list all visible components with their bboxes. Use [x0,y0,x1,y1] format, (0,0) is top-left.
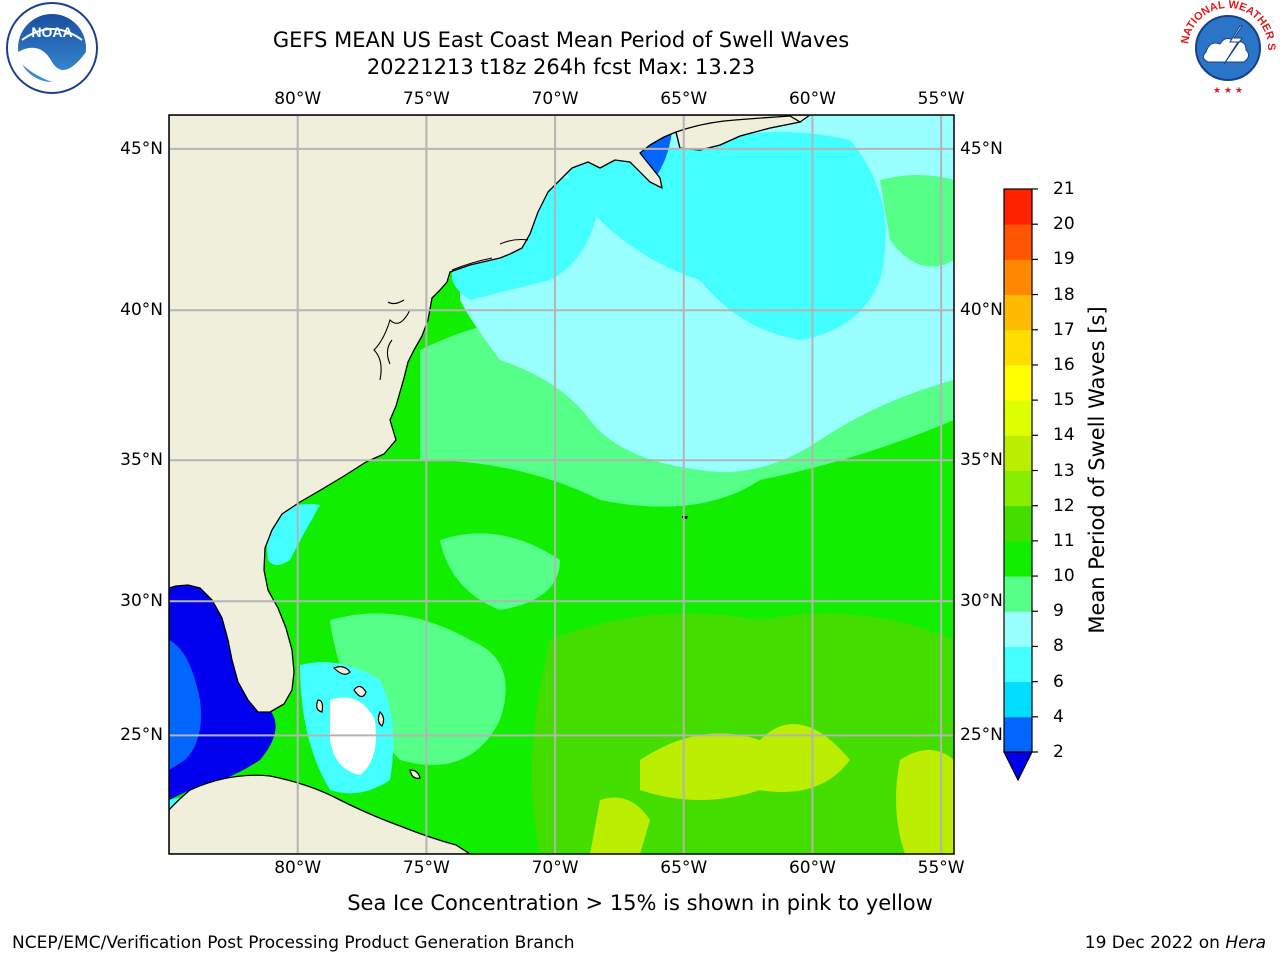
lat-tick-label-left: 40°N [120,300,163,321]
colorbar-tick-label: 8 [1053,636,1064,657]
colorbar-segment [1004,646,1032,683]
lat-tick-label-right: 40°N [960,300,1003,321]
colorbar-tick-label: 11 [1053,530,1075,551]
map-area [169,115,954,854]
footer-credit: NCEP/EMC/Verification Post Processing Pr… [12,933,575,953]
lat-tick-label-right: 30°N [960,591,1003,612]
colorbar-segment [1004,716,1032,753]
colorbar-segment [1004,681,1032,718]
colorbar-tick-label: 20 [1053,214,1075,235]
colorbar-segment [1004,540,1032,577]
lon-tick-label-top: 60°W [788,89,836,109]
lat-tick-label-left: 25°N [120,725,163,746]
land-bahamas-1 [332,666,351,675]
colorbar-tick-label: 21 [1053,179,1075,199]
map-frame [168,114,955,855]
plot-title: GEFS MEAN US East Coast Mean Period of S… [272,28,850,52]
colorbar-tick-label: 2 [1053,742,1064,762]
sea-ice-note-text: Sea Ice Concentration > 15% is shown in … [347,891,933,915]
lon-tick-label-top: 80°W [274,89,322,109]
nws-ring-text: NATIONAL WEATHER SERVICE [0,0,1277,51]
land-nova-scotia [675,115,802,151]
colorbar-segment [1004,470,1032,507]
lon-tick-label-top: 75°W [402,89,450,109]
footer-date: 19 Dec 2022 on Hera [1085,933,1266,953]
colorbar-tick-label: 19 [1053,249,1075,270]
colorbar-segment [1004,224,1032,260]
field-blue-gulf-of-mexico [169,585,276,800]
field-cyan-northeast [560,132,886,340]
field-mid-green-central [440,533,560,610]
colorbar-tick-label: 10 [1053,566,1075,587]
colorbar-tick-label: 14 [1053,425,1075,446]
colorbar-segment [1004,435,1032,471]
colorbar-segment [1004,259,1032,296]
colorbar-segment [1004,576,1032,612]
lon-tick-label-bottom: 65°W [660,858,708,878]
lat-tick-label-left: 35°N [120,450,163,471]
lon-tick-label-bottom: 60°W [788,858,836,878]
land-bahamas-4 [377,710,385,727]
field-yellow-southwest [590,797,650,854]
svg-text:★ ★ ★: ★ ★ ★ [1213,86,1243,96]
colorbar-tick-label: 18 [1053,284,1075,305]
sea-ice-note: Sea Ice Concentration > 15% is shown in … [0,891,1280,915]
map-gridlines [169,115,954,854]
footer-machine: Hera [1225,933,1266,953]
colorbar-tick-label: 12 [1053,495,1075,516]
nws-logo: NATIONAL WEATHER SERVICE ★ ★ ★ [0,0,1277,96]
lon-tick-label-bottom: 55°W [917,858,965,878]
colorbar-segment [1004,294,1032,331]
noaa-logo: NOAA [6,2,98,94]
land-bahamas-2 [353,685,367,698]
lon-tick-label-bottom: 70°W [531,858,579,878]
lat-tick-label-right: 35°N [960,450,1003,471]
field-yellow-southeast [896,750,954,854]
colorbar-segment [1004,329,1032,366]
lon-tick-label-top: 70°W [531,89,579,109]
colorbar-segment [1004,505,1032,542]
lat-tick-label-left: 30°N [120,591,163,612]
colorbar-segment [1004,364,1032,401]
colorbar-under-arrow [1003,751,1033,782]
lat-tick-label-right: 25°N [960,725,1003,746]
lat-tick-label-left: 45°N [120,138,163,159]
colorbar [1003,188,1038,782]
field-green-east [880,175,954,267]
land-north-america [169,115,811,713]
footer-date-text: 19 Dec 2022 on [1084,933,1220,953]
colorbar-tick-label: 17 [1053,319,1075,340]
colorbar-tick-label: 16 [1053,354,1075,375]
land-bahamas-3 [316,699,324,713]
colorbar-tick-label: 6 [1053,671,1064,692]
field-light-green-south [532,613,954,854]
lat-tick-label-right: 45°N [960,138,1003,159]
colorbar-tick-label: 13 [1053,460,1075,481]
field-yellow-south [640,724,850,800]
lon-tick-label-top: 55°W [917,89,965,109]
colorbar-tick-label: 15 [1053,390,1075,411]
land-bahamas-5 [409,769,421,779]
field-blue-gulf-inner [169,640,201,770]
colorbar-segment [1004,189,1032,225]
colorbar-segment [1004,400,1032,436]
lon-tick-label-bottom: 75°W [402,858,450,878]
colorbar-title: Mean Period of Swell Waves [s] [1085,306,1109,634]
colorbar-segment [1004,611,1032,647]
colorbar-tick-label: 4 [1053,706,1064,727]
noaa-logo-text: NOAA [31,24,72,40]
lon-tick-label-bottom: 80°W [274,858,322,878]
colorbar-tick-label: 9 [1053,601,1064,622]
plot-subtitle: 20221213 t18z 264h fcst Max: 13.23 [366,55,756,79]
lon-tick-label-top: 65°W [660,89,708,109]
